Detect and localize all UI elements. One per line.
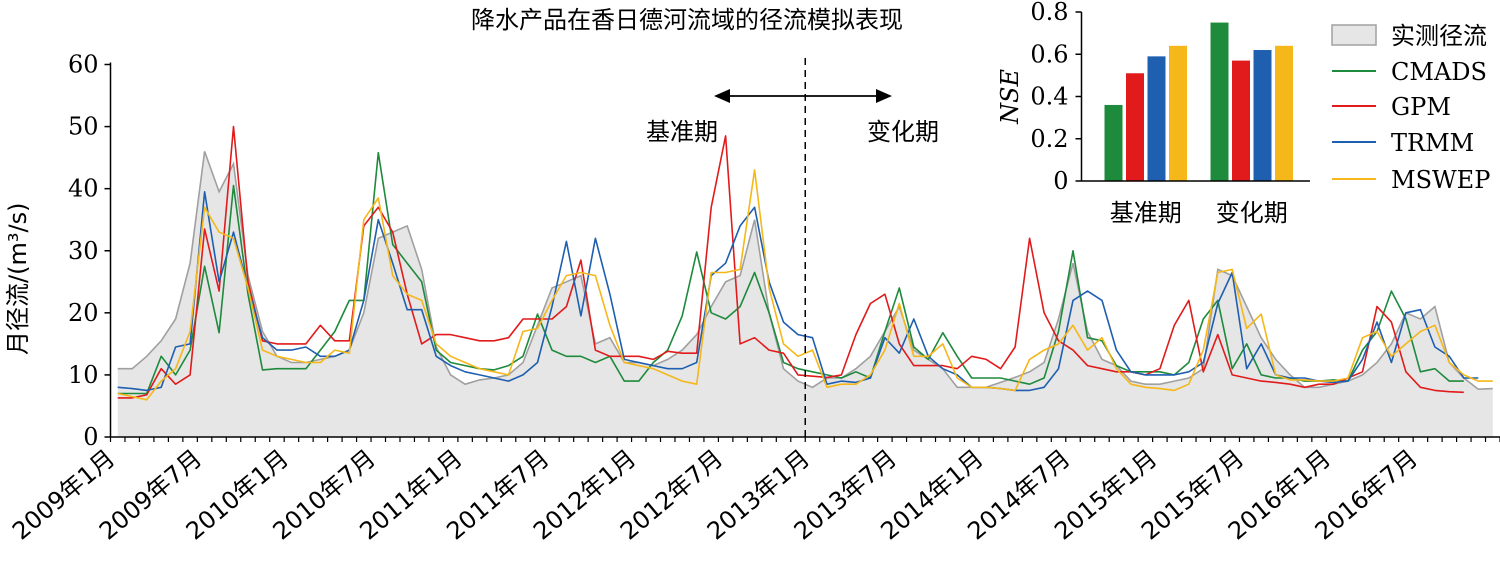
legend-label: TRMM xyxy=(1391,129,1474,157)
inset-y-tick-label: 0.6 xyxy=(1030,40,1068,68)
change-period-label: 变化期 xyxy=(867,118,939,146)
inset-y-tick-label: 0.2 xyxy=(1030,125,1068,153)
inset-y-tick-label: 0 xyxy=(1053,167,1068,195)
chart-title: 降水产品在香日德河流域的径流模拟表现 xyxy=(471,6,903,34)
y-tick-label: 60 xyxy=(68,51,99,79)
bar-cmads-change xyxy=(1210,22,1229,181)
bar-trmm-baseline xyxy=(1147,56,1166,181)
y-tick-label: 30 xyxy=(68,237,99,265)
series-line-cmads xyxy=(117,151,1464,395)
series-line-gpm xyxy=(117,125,1464,399)
y-tick-label: 10 xyxy=(68,361,99,389)
inset-y-tick-label: 0.4 xyxy=(1030,83,1068,111)
y-tick-label: 50 xyxy=(68,113,99,141)
y-tick-label: 40 xyxy=(68,175,99,203)
period-arrow-left-head xyxy=(714,89,730,103)
legend-label: 实测径流 xyxy=(1391,22,1487,50)
series-area-observed xyxy=(117,151,1493,437)
baseline-period-label: 基准期 xyxy=(646,118,718,146)
nse-inset-plot: 基准期 变化期 0 0.2 0.4 0.6 0.8 NSE xyxy=(996,0,1310,227)
legend-label: CMADS xyxy=(1391,58,1487,86)
y-tick-label: 0 xyxy=(83,423,98,451)
bar-trmm-change xyxy=(1253,50,1272,182)
legend-label: MSWEP xyxy=(1391,166,1490,194)
legend-label: GPM xyxy=(1391,93,1451,121)
bar-mswep-baseline xyxy=(1169,45,1187,181)
inset-y-axis-label: NSE xyxy=(996,69,1024,125)
inset-x-tick-label: 变化期 xyxy=(1216,199,1288,227)
bar-mswep-change xyxy=(1275,45,1293,181)
y-tick-label: 20 xyxy=(68,299,99,327)
legend: 实测径流 CMADS GPM TRMM MSWEP xyxy=(1331,22,1490,194)
period-arrow-right-head xyxy=(876,89,892,103)
bar-cmads-baseline xyxy=(1104,104,1123,181)
bar-gpm-baseline xyxy=(1126,73,1144,181)
bar-gpm-change xyxy=(1232,60,1250,181)
series-line-mswep xyxy=(117,169,1493,401)
inset-y-tick-label: 0.8 xyxy=(1030,0,1068,26)
inset-x-tick-label: 基准期 xyxy=(1110,199,1182,227)
y-axis-label: 月径流/(m³/s) xyxy=(4,203,32,355)
legend-swatch-observed xyxy=(1331,24,1377,46)
